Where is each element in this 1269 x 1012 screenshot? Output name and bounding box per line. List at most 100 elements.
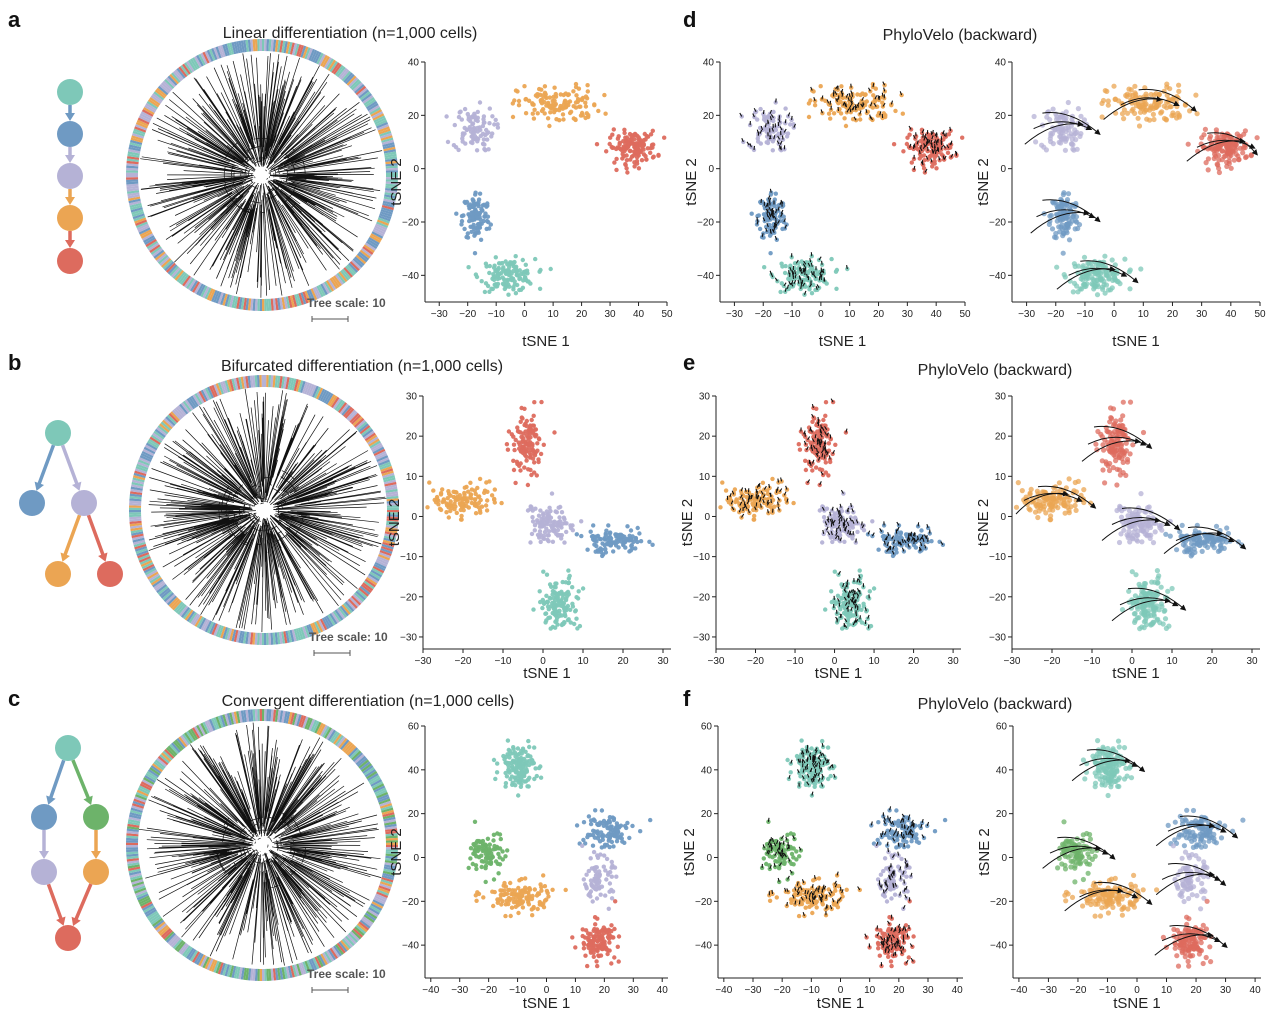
cell-point: [747, 122, 753, 128]
tree-ring-segment: [128, 200, 142, 206]
tree-ring-segment: [147, 440, 159, 449]
cell-point: [1057, 229, 1063, 235]
tree-ring-segment: [126, 179, 139, 183]
x-axis-label: tSNE 1: [1112, 665, 1160, 682]
tree-ring-segment: [180, 274, 190, 286]
tree-scale-label: Tree scale: 10: [309, 630, 388, 644]
tree-ring-segment: [374, 225, 387, 233]
y-tick-label: 20: [995, 432, 1007, 443]
cell-point: [836, 101, 841, 106]
tree-ring-segment: [126, 158, 139, 163]
cell-point: [539, 399, 544, 405]
cell-point: [560, 112, 566, 117]
cell-point: [1058, 140, 1064, 146]
cell-point: [832, 512, 837, 517]
cell-point: [547, 514, 552, 519]
cell-point: [1063, 215, 1069, 221]
tree-ring-segment: [371, 444, 384, 453]
cell-point: [1114, 482, 1120, 488]
tree-ring-segment: [287, 295, 293, 309]
tree-ring-segment: [211, 289, 218, 302]
cell-point: [857, 568, 862, 573]
tree-ring-segment: [386, 498, 399, 502]
cell-point: [607, 534, 613, 540]
cell-point: [1057, 495, 1064, 501]
tree-ring-segment: [327, 59, 337, 72]
cell-point: [544, 95, 549, 101]
cell-point: [1254, 135, 1260, 141]
cell-point: [545, 600, 550, 605]
tree-ring-segment: [379, 130, 392, 137]
tree-ring-segment: [222, 293, 228, 306]
tree-ring-segment: [129, 500, 142, 504]
cell-point: [524, 458, 529, 463]
cell-point: [555, 527, 561, 533]
tree-ring-segment: [325, 615, 334, 627]
cell-point: [1217, 543, 1223, 549]
cell-point: [458, 517, 464, 522]
cell-point: [1165, 588, 1171, 594]
tree-ring-segment: [233, 296, 239, 309]
cell-point: [480, 208, 485, 213]
cell-point: [620, 156, 625, 161]
cell-point: [784, 134, 790, 139]
cell-point: [477, 476, 483, 482]
tree-ring-segment: [222, 380, 229, 394]
tree-ring-segment: [296, 44, 302, 57]
tree-ring-segment: [133, 475, 146, 481]
tree-ring-segment: [334, 64, 344, 76]
tree-ring-segment: [379, 211, 393, 218]
cell-point: [842, 116, 847, 121]
cell-point: [526, 445, 532, 450]
cell-point: [462, 125, 467, 131]
cell-point: [562, 605, 567, 610]
cell-point: [1161, 608, 1167, 614]
y-tick-label: −20: [989, 592, 1006, 603]
cell-point: [1093, 441, 1099, 447]
tree-ring-segment: [270, 375, 274, 388]
tree-ring-segment: [318, 53, 326, 66]
tree-ring-segment: [242, 631, 247, 644]
tree-ring-segment: [129, 518, 142, 522]
cell-point: [577, 623, 583, 629]
tree-ring-segment: [361, 93, 373, 103]
tree-ring-segment: [276, 632, 281, 645]
cell-point: [476, 203, 481, 209]
cell-point: [1174, 115, 1180, 121]
cell-point: [1116, 506, 1123, 512]
y-tick-label: 10: [406, 472, 418, 483]
tree-ring-segment: [287, 630, 293, 643]
cell-point: [598, 546, 603, 551]
tree-ring-segment: [350, 595, 362, 606]
cell-point: [512, 447, 517, 453]
cell-point: [489, 493, 495, 498]
cell-point: [762, 265, 767, 270]
y-axis-label: tSNE 2: [679, 499, 696, 547]
cell-point: [1137, 109, 1144, 115]
tree-ring-segment: [204, 50, 212, 63]
cell-point: [823, 607, 828, 612]
cell-point: [513, 254, 518, 259]
cell-point: [1166, 623, 1172, 629]
cell-point: [858, 117, 863, 122]
tree-ring-segment: [386, 500, 399, 504]
tree-ring-segment: [143, 446, 156, 455]
cell-point: [513, 291, 519, 296]
cell-point: [475, 215, 480, 221]
tree-ring-segment: [138, 556, 151, 563]
tree-ring-segment: [355, 254, 367, 265]
panel-title: Bifurcated differentiation (n=1,000 cell…: [221, 358, 503, 375]
tree-ring-segment: [353, 592, 365, 603]
cell-point: [838, 607, 843, 612]
y-tick-label: 0: [704, 512, 710, 523]
cell-point: [600, 553, 605, 559]
cell-point: [1078, 113, 1084, 119]
y-axis-label: tSNE 2: [975, 158, 992, 206]
cell-point: [495, 122, 500, 127]
cell-point: [622, 534, 627, 539]
tree-ring-segment: [350, 414, 362, 425]
lineage-arrowhead: [39, 851, 49, 859]
tree-ring-segment: [130, 491, 143, 496]
lineage-node: [55, 735, 81, 761]
cell-point: [576, 589, 581, 594]
